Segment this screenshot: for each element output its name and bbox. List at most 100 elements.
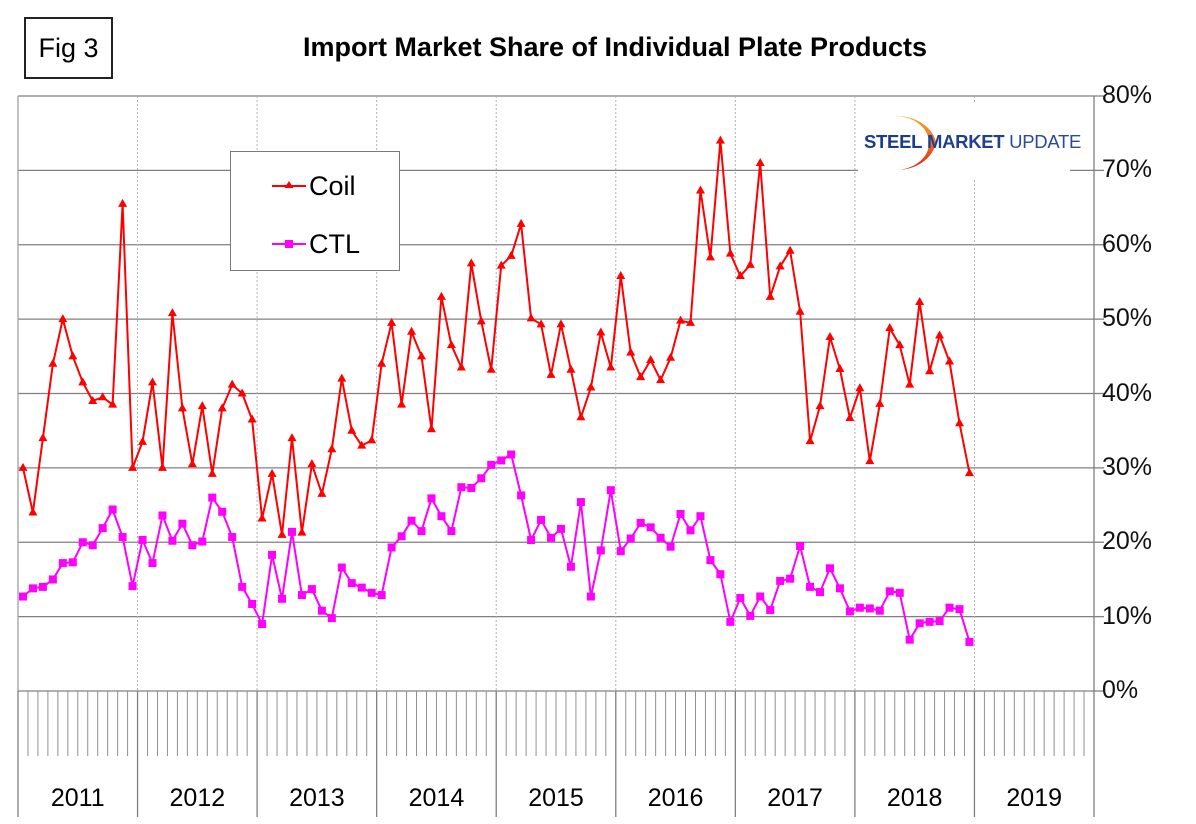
data-point-coil bbox=[905, 379, 915, 388]
x-tick-label-year: 2015 bbox=[528, 784, 584, 812]
data-point-coil bbox=[466, 258, 476, 267]
data-point-coil bbox=[695, 185, 705, 194]
data-point-coil bbox=[935, 330, 945, 339]
data-point-coil bbox=[616, 270, 626, 279]
data-point-coil bbox=[317, 488, 327, 497]
data-point-coil bbox=[197, 401, 207, 410]
data-point-coil bbox=[357, 440, 367, 449]
data-point-ctl bbox=[158, 511, 167, 520]
data-point-ctl bbox=[895, 588, 904, 597]
data-point-ctl bbox=[447, 527, 456, 536]
data-point-coil bbox=[626, 347, 636, 356]
data-point-coil bbox=[805, 436, 815, 445]
logo-word-steel: STEEL bbox=[864, 131, 923, 152]
data-point-coil bbox=[964, 468, 974, 477]
data-point-ctl bbox=[945, 603, 954, 612]
data-point-coil bbox=[38, 433, 48, 442]
data-point-ctl bbox=[377, 591, 386, 600]
data-point-coil bbox=[78, 377, 88, 386]
data-point-coil bbox=[247, 414, 257, 423]
data-point-coil bbox=[825, 331, 835, 340]
data-point-coil bbox=[217, 403, 227, 412]
data-point-ctl bbox=[208, 493, 217, 502]
data-point-coil bbox=[187, 459, 197, 468]
data-point-coil bbox=[566, 364, 576, 373]
data-point-ctl bbox=[88, 541, 97, 550]
data-point-ctl bbox=[756, 592, 765, 601]
triangle-marker-icon bbox=[272, 181, 306, 188]
data-point-ctl bbox=[586, 592, 595, 601]
legend-label-ctl: CTL bbox=[309, 228, 361, 259]
logo-arc-icon bbox=[894, 115, 936, 171]
data-point-ctl bbox=[168, 536, 177, 545]
data-point-ctl bbox=[835, 584, 844, 593]
data-point-coil bbox=[725, 248, 735, 257]
data-point-coil bbox=[98, 392, 108, 401]
data-point-ctl bbox=[58, 559, 67, 568]
data-point-ctl bbox=[686, 526, 695, 535]
data-point-ctl bbox=[218, 507, 227, 516]
data-point-coil bbox=[745, 259, 755, 268]
data-point-coil bbox=[347, 425, 357, 434]
data-point-ctl bbox=[746, 611, 755, 620]
data-point-ctl bbox=[28, 584, 37, 593]
data-point-coil bbox=[148, 377, 157, 386]
logo-text: STEEL MARKET UPDATE bbox=[864, 131, 1081, 153]
data-point-ctl bbox=[766, 605, 775, 614]
data-point-ctl bbox=[148, 559, 157, 568]
data-point-ctl bbox=[287, 527, 296, 536]
data-point-ctl bbox=[646, 523, 655, 532]
data-point-ctl bbox=[108, 505, 117, 514]
chart-title: Import Market Share of Individual Plate … bbox=[302, 32, 928, 62]
data-point-coil bbox=[686, 317, 695, 326]
data-point-ctl bbox=[457, 483, 466, 492]
data-point-ctl bbox=[716, 570, 725, 579]
data-point-ctl bbox=[397, 532, 406, 541]
data-point-coil bbox=[496, 260, 506, 269]
logo-word-update: UPDATE bbox=[1009, 131, 1082, 152]
data-point-ctl bbox=[547, 533, 556, 542]
data-point-coil bbox=[845, 413, 855, 422]
data-point-ctl bbox=[198, 537, 207, 546]
data-point-coil bbox=[207, 468, 217, 477]
data-point-ctl bbox=[477, 474, 486, 483]
data-point-ctl bbox=[576, 498, 585, 507]
data-point-coil bbox=[257, 513, 267, 522]
data-point-coil bbox=[815, 401, 825, 410]
data-point-ctl bbox=[736, 594, 745, 603]
data-point-coil bbox=[327, 444, 337, 453]
data-point-ctl bbox=[367, 588, 376, 597]
steel-market-update-logo: STEEL MARKET UPDATE bbox=[858, 104, 1081, 180]
data-point-ctl bbox=[616, 547, 625, 556]
data-point-coil bbox=[138, 436, 148, 445]
y-tick-label: 50% bbox=[1102, 304, 1153, 333]
data-point-coil bbox=[297, 527, 307, 536]
x-tick-label-year: 2018 bbox=[886, 784, 943, 812]
data-point-ctl bbox=[347, 579, 356, 588]
data-point-coil bbox=[596, 327, 606, 336]
data-point-ctl bbox=[786, 574, 795, 583]
data-point-ctl bbox=[78, 538, 87, 547]
data-point-coil bbox=[417, 351, 426, 360]
data-point-coil bbox=[516, 218, 526, 227]
data-point-coil bbox=[586, 382, 596, 391]
data-point-ctl bbox=[696, 512, 705, 521]
data-point-coil bbox=[108, 399, 118, 408]
data-point-coil bbox=[735, 270, 745, 279]
data-point-coil bbox=[785, 245, 795, 254]
data-point-ctl bbox=[417, 527, 426, 536]
data-point-ctl bbox=[178, 519, 187, 528]
data-point-ctl bbox=[556, 524, 565, 533]
data-point-coil bbox=[177, 403, 187, 412]
data-point-coil bbox=[407, 326, 417, 335]
data-point-ctl bbox=[606, 486, 615, 495]
data-point-coil bbox=[58, 314, 68, 323]
y-tick-label: 10% bbox=[1102, 601, 1153, 630]
legend: Coil CTL bbox=[230, 151, 400, 271]
figure-label-text: Fig 3 bbox=[38, 32, 99, 63]
data-point-ctl bbox=[865, 604, 874, 613]
data-point-coil bbox=[367, 435, 377, 444]
data-point-ctl bbox=[806, 582, 815, 591]
data-point-coil bbox=[715, 135, 725, 144]
data-point-ctl bbox=[566, 562, 575, 571]
